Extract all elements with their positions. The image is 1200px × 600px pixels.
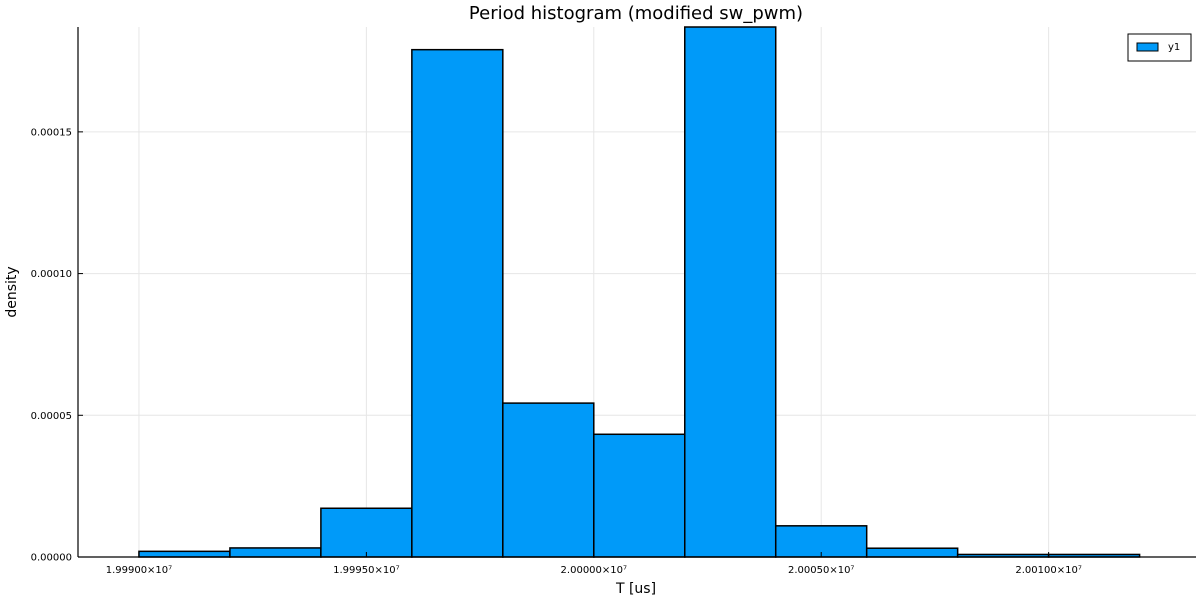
histogram-bar <box>865 547 959 558</box>
chart-title: Period histogram (modified sw_pwm) <box>469 3 803 24</box>
histogram-bar <box>320 507 413 558</box>
histogram-bar <box>502 402 595 558</box>
x-tick-labels: 1.99900×10⁷ 1.99950×10⁷ 2.00000×10⁷ 2.00050… <box>106 552 1082 576</box>
y-axis-label: density <box>4 266 20 317</box>
y-tick-label: 0.00000 <box>31 553 72 564</box>
y-tick-label: 0.00015 <box>31 127 72 138</box>
y-tick-labels: 0.00000 0.00005 0.00010 0.00015 <box>31 127 83 564</box>
legend-swatch <box>1136 42 1159 52</box>
histogram-bar <box>411 48 504 558</box>
x-axis-label: T [us] <box>615 581 656 597</box>
histogram-bar <box>229 547 322 558</box>
histogram-bar <box>138 550 231 558</box>
histogram-bar <box>774 525 868 558</box>
legend: y1 <box>1127 33 1192 62</box>
histogram-bar <box>593 433 686 558</box>
histogram-bar <box>684 26 777 558</box>
axes <box>77 27 1196 558</box>
x-tick-label: 1.99950×10⁷ <box>333 565 399 576</box>
x-tick-label: 2.00000×10⁷ <box>561 565 627 576</box>
y-tick-label: 0.00005 <box>31 411 72 422</box>
x-tick-label: 2.00050×10⁷ <box>788 565 854 576</box>
y-tick-label: 0.00010 <box>31 269 72 280</box>
legend-label: y1 <box>1168 42 1180 53</box>
x-tick-label: 2.00100×10⁷ <box>1015 565 1081 576</box>
x-tick-label: 1.99900×10⁷ <box>106 565 172 576</box>
histogram-bars <box>138 26 1141 558</box>
